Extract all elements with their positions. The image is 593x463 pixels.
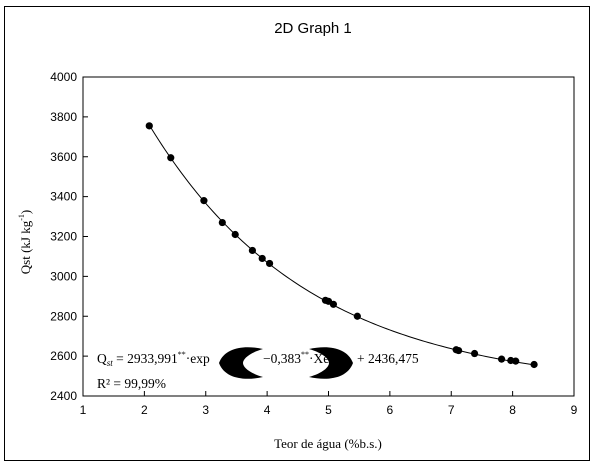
data-point [231, 230, 239, 239]
data-point [200, 197, 208, 205]
x-tick-label: 7 [448, 403, 455, 417]
left-paren-shape [219, 347, 263, 379]
x-tick-label: 2 [141, 403, 148, 417]
y-tick-label: 4000 [50, 70, 77, 84]
data-point [218, 218, 226, 227]
fitted-curve [148, 124, 535, 366]
data-point [167, 154, 175, 162]
x-tick-label: 6 [387, 403, 394, 417]
y-tick-label: 3600 [50, 150, 77, 164]
data-point [455, 346, 463, 355]
y-tick-label: 2600 [50, 349, 77, 363]
y-tick-label: 2800 [50, 309, 77, 323]
y-tick-label: 3200 [50, 230, 77, 244]
equation-annotation: Qst = 2933,991**·exp −0,383**·Xe + 2436,… [97, 347, 419, 391]
equation-sig-a: ** [178, 350, 186, 359]
data-points [145, 122, 538, 369]
r-squared-text: R² = 99,99% [97, 376, 166, 391]
right-paren-shape [309, 347, 353, 379]
y-axis-label-main: Qst (kJ kg [18, 220, 33, 274]
x-tick-label: 5 [325, 403, 332, 417]
data-point [248, 246, 256, 255]
x-axis-ticks: 1 2 3 4 5 6 7 8 9 [80, 391, 578, 417]
x-tick-label: 1 [80, 403, 87, 417]
data-point [265, 259, 274, 268]
y-tick-label: 3400 [50, 190, 77, 204]
equation-exp: ·exp [186, 351, 210, 366]
y-tick-label: 2400 [50, 389, 77, 403]
equation-text: Qst = 2933,991**·exp [97, 350, 210, 368]
y-axis-ticks: 2400 2600 2800 3000 3200 3400 3600 3800 4000 [50, 70, 88, 403]
data-point [512, 357, 520, 365]
y-axis-label-exponent: -1 [17, 214, 26, 221]
x-tick-label: 8 [509, 403, 516, 417]
equation-q-subscript: st [107, 358, 114, 368]
x-tick-label: 4 [264, 403, 271, 417]
equation-coef-b: −0,383 [263, 351, 301, 366]
y-tick-label: 3000 [50, 269, 77, 283]
y-axis-label-close: ) [18, 210, 33, 214]
y-tick-label: 3800 [50, 110, 77, 124]
chart-svg: 2D Graph 1 2400 2600 2800 3000 3200 3400 3600 3… [17, 20, 578, 451]
equation-coef-a: = 2933,991 [113, 351, 178, 366]
data-point [530, 360, 538, 369]
x-axis-label: Teor de água (%b.s.) [274, 436, 382, 451]
equation-q: Q [97, 351, 107, 366]
data-point [145, 122, 153, 130]
data-point [470, 349, 479, 358]
data-point [329, 300, 338, 308]
chart-title: 2D Graph 1 [274, 20, 352, 37]
chart-frame: 2D Graph 1 2400 2600 2800 3000 3200 3400 3600 3… [4, 6, 590, 461]
equation-constant: + 2436,475 [357, 351, 419, 366]
y-axis-label: Qst (kJ kg-1) [17, 210, 33, 274]
x-tick-label: 3 [202, 403, 209, 417]
x-tick-label: 9 [571, 403, 578, 417]
data-point [258, 254, 266, 263]
data-point [353, 312, 361, 320]
data-point [497, 355, 506, 363]
equation-sig-b: ** [301, 350, 309, 359]
